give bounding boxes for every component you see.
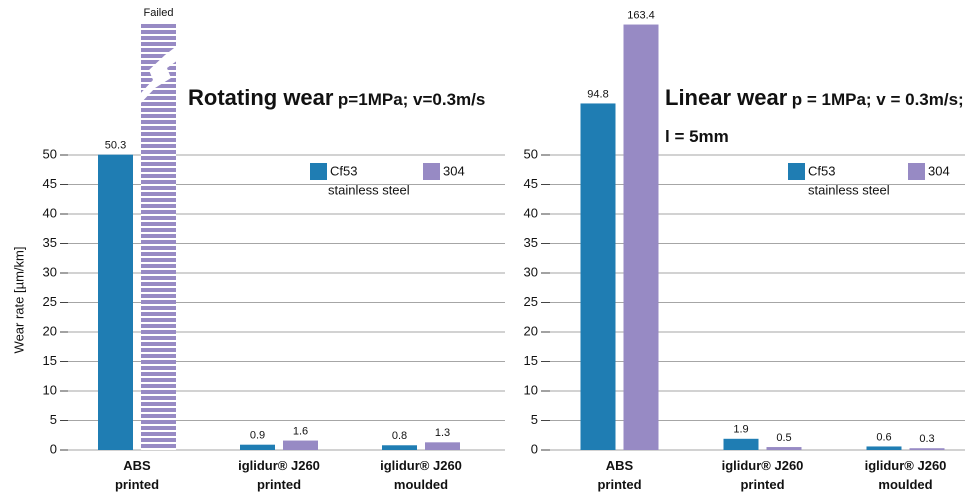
y-tick-label: 5 <box>531 412 538 427</box>
y-tick-label: 15 <box>524 353 538 368</box>
legend-swatch <box>310 163 327 180</box>
y-tick-label: 45 <box>43 176 57 191</box>
value-label: 1.3 <box>435 427 450 439</box>
legend-label: Cf53 <box>808 163 835 178</box>
legend-label: 304 <box>928 163 950 178</box>
value-label: 0.5 <box>776 432 791 444</box>
bar <box>425 442 460 450</box>
y-tick-label: 25 <box>43 294 57 309</box>
y-tick-label: 30 <box>43 264 57 279</box>
y-tick-label: 0 <box>531 441 538 456</box>
value-label: Failed <box>144 7 174 19</box>
failed-bar <box>141 22 176 450</box>
value-label: 0.8 <box>392 430 407 442</box>
y-tick-label: 35 <box>524 235 538 250</box>
legend-label: Cf53 <box>330 163 357 178</box>
y-tick-label: 35 <box>43 235 57 250</box>
y-tick-label: 50 <box>524 146 538 161</box>
y-tick-label: 5 <box>50 412 57 427</box>
bar <box>580 103 616 450</box>
y-tick-label: 10 <box>524 382 538 397</box>
subtitle: p = 1MPa; v = 0.3m/s; l = 5mm <box>665 90 964 146</box>
value-label: 1.6 <box>293 425 308 437</box>
title: Linear wear <box>665 85 788 110</box>
legend-swatch <box>788 163 805 180</box>
value-label: 0.9 <box>250 430 265 442</box>
y-tick-label: 40 <box>524 205 538 220</box>
bar <box>283 440 318 450</box>
y-axis-label: Wear rate [µm/km] <box>11 247 26 354</box>
y-tick-label: 25 <box>524 294 538 309</box>
bar <box>766 447 802 450</box>
chart-title: Linear wear p = 1MPa; v = 0.3m/s; l = 5m… <box>665 80 965 156</box>
y-tick-label: 50 <box>43 146 57 161</box>
legend-swatch <box>908 163 925 180</box>
axis-break <box>139 45 178 105</box>
bar <box>98 154 133 450</box>
x-tick-label: iglidur® J260 printed <box>238 458 320 492</box>
value-label: 163.4 <box>627 9 655 21</box>
y-tick-label: 15 <box>43 353 57 368</box>
x-tick-label: iglidur® J260 moulded <box>380 458 462 492</box>
value-label: 0.6 <box>876 431 891 443</box>
y-tick-label: 20 <box>524 323 538 338</box>
y-tick-label: 40 <box>43 205 57 220</box>
bar <box>240 444 275 450</box>
y-tick-label: 10 <box>43 382 57 397</box>
y-tick-label: 20 <box>43 323 57 338</box>
x-tick-label: ABS printed <box>597 458 642 492</box>
y-tick-label: 45 <box>524 176 538 191</box>
subtitle: p=1MPa; v=0.3m/s <box>337 90 486 109</box>
value-label: 94.8 <box>587 88 608 100</box>
bar <box>866 446 902 450</box>
chart-title: Rotating wear p=1MPa; v=0.3m/s <box>188 80 488 119</box>
bar <box>723 438 759 450</box>
bar <box>623 24 659 451</box>
value-label: 0.3 <box>919 433 934 445</box>
x-tick-label: ABS printed <box>114 458 160 492</box>
y-tick-label: 30 <box>524 264 538 279</box>
x-tick-label: iglidur® J260 printed <box>721 458 804 492</box>
bar <box>909 448 945 450</box>
y-tick-label: 0 <box>50 441 57 456</box>
value-label: 50.3 <box>105 140 126 152</box>
value-label: 1.9 <box>733 424 748 436</box>
legend-caption: stainless steel <box>808 182 890 197</box>
title: Rotating wear <box>188 85 334 110</box>
legend-caption: stainless steel <box>328 182 410 197</box>
x-tick-label: iglidur® J260 moulded <box>864 458 947 492</box>
legend-label: 304 <box>443 163 465 178</box>
legend-swatch <box>423 163 440 180</box>
bar <box>382 445 417 450</box>
